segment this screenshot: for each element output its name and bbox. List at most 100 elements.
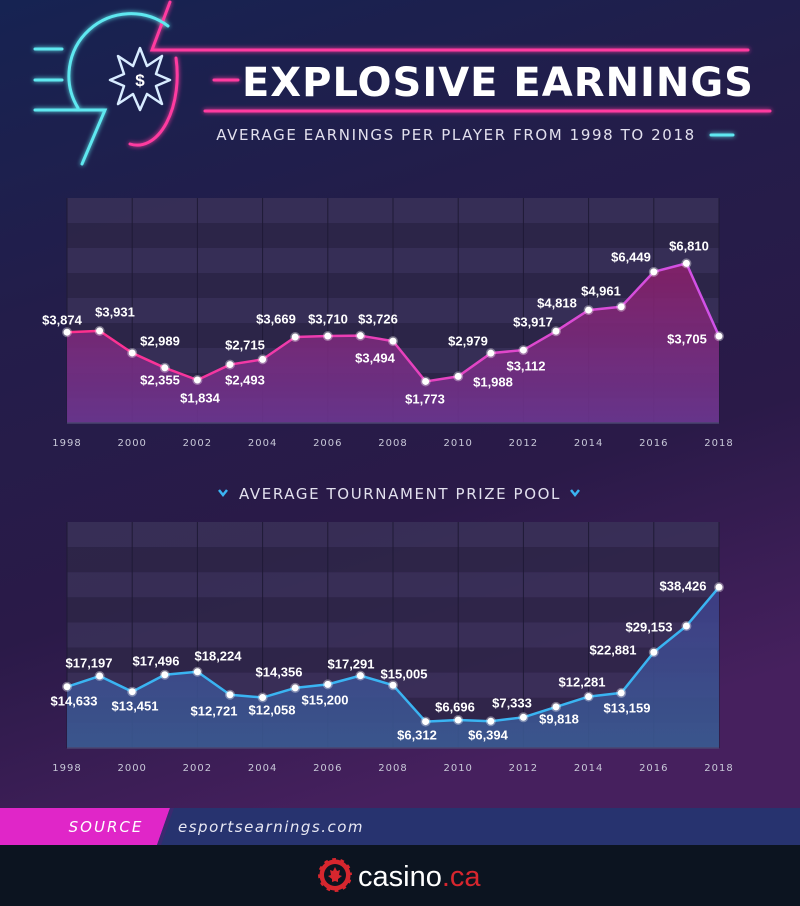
data-point-2009[interactable] xyxy=(420,716,431,727)
data-point-2014[interactable] xyxy=(583,305,594,316)
data-point-2006[interactable] xyxy=(322,679,333,690)
chart-1-title: AVERAGE EARNINGS PER PLAYER FROM 1998 TO… xyxy=(216,126,695,144)
data-label-2014: $12,281 xyxy=(559,674,606,689)
svg-text:$: $ xyxy=(135,71,145,90)
source-bar: SOURCE esportsearnings.com xyxy=(0,808,800,845)
dollar-starburst-icon: $ xyxy=(108,46,172,112)
data-label-2013: $9,818 xyxy=(539,711,579,726)
x-tick-label: 2014 xyxy=(574,763,603,774)
data-point-1998[interactable] xyxy=(62,681,72,692)
x-tick-label: 2000 xyxy=(117,438,146,449)
x-tick-label: 2016 xyxy=(639,438,668,449)
data-point-2018[interactable] xyxy=(714,331,724,342)
data-label-2003: $2,493 xyxy=(225,372,265,387)
data-label-2007: $3,726 xyxy=(358,311,398,326)
data-point-2012[interactable] xyxy=(518,345,529,356)
data-point-2006[interactable] xyxy=(322,331,333,342)
x-tick-label: 2004 xyxy=(248,763,277,774)
data-label-2013: $3,917 xyxy=(513,314,553,329)
data-label-2015: $4,961 xyxy=(581,283,621,298)
page-title: EXPLOSIVE EARNINGS xyxy=(242,60,754,106)
data-point-2004[interactable] xyxy=(257,354,268,365)
chart-2-title: AVERAGE TOURNAMENT PRIZE POOL xyxy=(239,485,561,503)
chart-2-heading: AVERAGE TOURNAMENT PRIZE POOL xyxy=(218,485,580,503)
data-point-2010[interactable] xyxy=(453,714,464,725)
data-point-2000[interactable] xyxy=(127,686,138,697)
data-point-2010[interactable] xyxy=(453,371,464,382)
data-label-2015: $13,159 xyxy=(604,700,651,715)
data-label-2018: $3,705 xyxy=(667,331,707,346)
data-point-1999[interactable] xyxy=(94,671,105,682)
data-point-2013[interactable] xyxy=(551,326,561,337)
tournament-prize-pool-chart: $14,633 $17,197 $13,451 $17,496 $18,224 $12,7… xyxy=(51,522,733,774)
logo-name: casino xyxy=(358,861,442,893)
data-point-2004[interactable] xyxy=(257,692,268,703)
x-tick-label: 2004 xyxy=(248,438,277,449)
data-label-1998: $3,874 xyxy=(42,312,83,327)
x-tick-label: 2008 xyxy=(378,438,407,449)
data-point-2000[interactable] xyxy=(127,347,138,358)
x-tick-label: 2006 xyxy=(313,763,342,774)
x-tick-label: 2008 xyxy=(378,763,407,774)
data-point-2005[interactable] xyxy=(290,332,301,343)
header-neon-decoration xyxy=(33,0,772,166)
data-label-2010: $1,988 xyxy=(473,374,513,389)
x-tick-label: 2012 xyxy=(509,438,538,449)
data-point-2008[interactable] xyxy=(388,680,398,691)
data-point-2014[interactable] xyxy=(583,691,594,702)
data-point-2007[interactable] xyxy=(355,670,366,681)
x-tick-label: 2012 xyxy=(509,763,538,774)
x-tick-label: 2000 xyxy=(117,763,146,774)
data-point-2013[interactable] xyxy=(551,701,561,712)
x-tick-label: 2018 xyxy=(704,763,733,774)
data-label-2011: $2,979 xyxy=(448,333,488,348)
data-point-2012[interactable] xyxy=(518,712,529,723)
data-label-2014: $4,818 xyxy=(537,295,577,310)
data-label-2001: $2,355 xyxy=(140,372,180,387)
data-point-2001[interactable] xyxy=(159,669,170,680)
data-point-2016[interactable] xyxy=(648,266,659,277)
source-label: SOURCE xyxy=(69,818,144,836)
earnings-per-player-chart: $3,874 $3,931 $2,989 $2,355$1,834 $2,493 $2,7… xyxy=(42,198,733,449)
poker-chip-maple-leaf-icon xyxy=(316,856,354,894)
chevron-down-icon xyxy=(218,489,228,498)
x-tick-label: 2018 xyxy=(704,438,733,449)
data-point-2011[interactable] xyxy=(485,716,496,727)
data-point-2015[interactable] xyxy=(616,687,627,698)
data-label-2016: $22,881 xyxy=(590,642,637,657)
data-label-2011: $6,394 xyxy=(468,727,509,742)
data-point-2009[interactable] xyxy=(420,376,431,387)
data-label-1999: $17,197 xyxy=(66,655,113,670)
data-point-1998[interactable] xyxy=(62,327,72,338)
x-tick-label: 2010 xyxy=(443,438,472,449)
data-point-2017[interactable] xyxy=(681,620,692,631)
data-label-2003: $12,721 xyxy=(191,703,238,718)
data-label-2008: $3,494 xyxy=(355,350,396,365)
data-point-2003[interactable] xyxy=(225,359,235,370)
data-label-1998: $14,633 xyxy=(51,693,98,708)
data-point-2018[interactable] xyxy=(714,582,724,593)
data-point-2005[interactable] xyxy=(290,682,301,693)
data-point-2007[interactable] xyxy=(355,330,366,341)
x-tick-label: 2010 xyxy=(443,763,472,774)
data-label-2002: $18,224 xyxy=(195,648,243,663)
data-point-2002[interactable] xyxy=(192,375,203,386)
data-label-2016: $6,449 xyxy=(611,249,651,264)
data-label-2006: $3,710 xyxy=(308,311,348,326)
data-point-1999[interactable] xyxy=(94,325,105,336)
x-tick-label: 1998 xyxy=(52,438,81,449)
data-point-2002[interactable] xyxy=(192,666,203,677)
footer xyxy=(0,845,800,906)
data-point-2016[interactable] xyxy=(648,647,659,658)
data-label-1999: $3,931 xyxy=(95,304,135,319)
data-point-2003[interactable] xyxy=(225,689,235,700)
data-point-2011[interactable] xyxy=(485,348,496,359)
data-point-2017[interactable] xyxy=(681,258,692,269)
data-label-2002: $1,834 xyxy=(180,390,221,405)
source-link[interactable]: esportsearnings.com xyxy=(178,818,364,836)
data-point-2015[interactable] xyxy=(616,301,627,312)
data-label-2001: $17,496 xyxy=(133,653,180,668)
data-point-2001[interactable] xyxy=(159,362,170,373)
data-label-2006: $15,200 xyxy=(302,692,349,707)
data-point-2008[interactable] xyxy=(388,336,398,347)
